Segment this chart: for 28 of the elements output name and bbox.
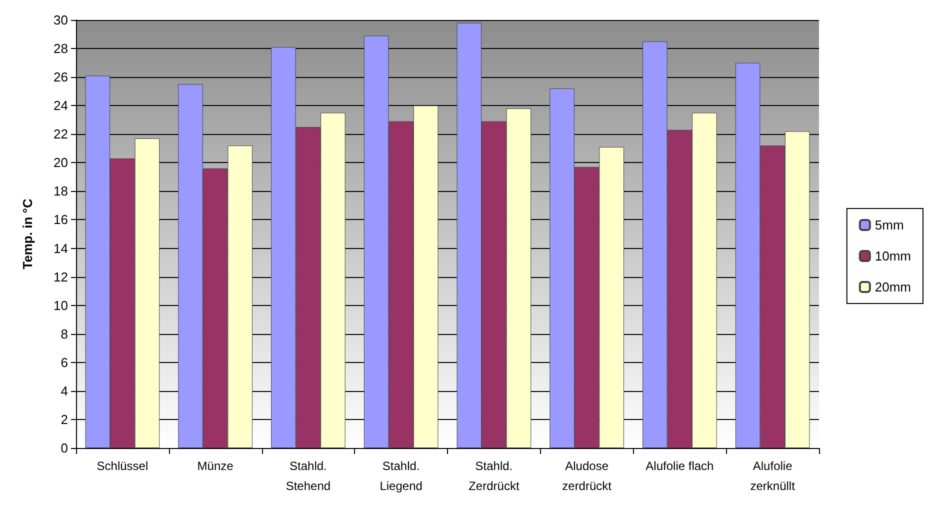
y-tick-label: 4 — [60, 383, 68, 398]
x-tick-label: Münze — [197, 459, 234, 473]
legend-label: 10mm — [874, 248, 912, 264]
legend-label: 20mm — [874, 280, 912, 294]
x-tick-label: Alufolie zerknüllt — [750, 459, 796, 493]
y-tick-label: 10 — [54, 298, 68, 313]
y-tick-label: 14 — [54, 240, 68, 256]
y-tick-label: 28 — [54, 41, 68, 56]
x-tick-label: Alufolie flach — [646, 459, 714, 473]
y-tick-label: 30 — [54, 12, 68, 28]
y-tick-label: 18 — [54, 184, 68, 199]
y-tick-label: 16 — [54, 212, 68, 228]
x-tick-label: Aludose zerdrückt — [562, 459, 612, 493]
y-tick-label: 6 — [60, 354, 68, 370]
y-tick-label: 24 — [54, 98, 68, 114]
y-tick-label: 20 — [54, 155, 68, 170]
y-tick-label: 22 — [54, 126, 68, 142]
x-tick-label: Stahld. Liegend — [380, 459, 422, 493]
x-tick-label: Stahld. Zerdrückt — [468, 459, 520, 493]
legend-label: 5mm — [874, 218, 904, 232]
y-axis-title: Temp. in °C — [20, 198, 35, 270]
y-tick-label: 0 — [60, 440, 68, 456]
y-tick-label: 8 — [60, 326, 68, 342]
y-tick-label: 12 — [54, 269, 68, 284]
x-tick-label: Schlüssel — [96, 459, 148, 473]
y-tick-label: 2 — [60, 412, 68, 427]
x-tick-label: Stahld. Stehend — [286, 459, 331, 493]
y-tick-label: 26 — [54, 70, 68, 85]
